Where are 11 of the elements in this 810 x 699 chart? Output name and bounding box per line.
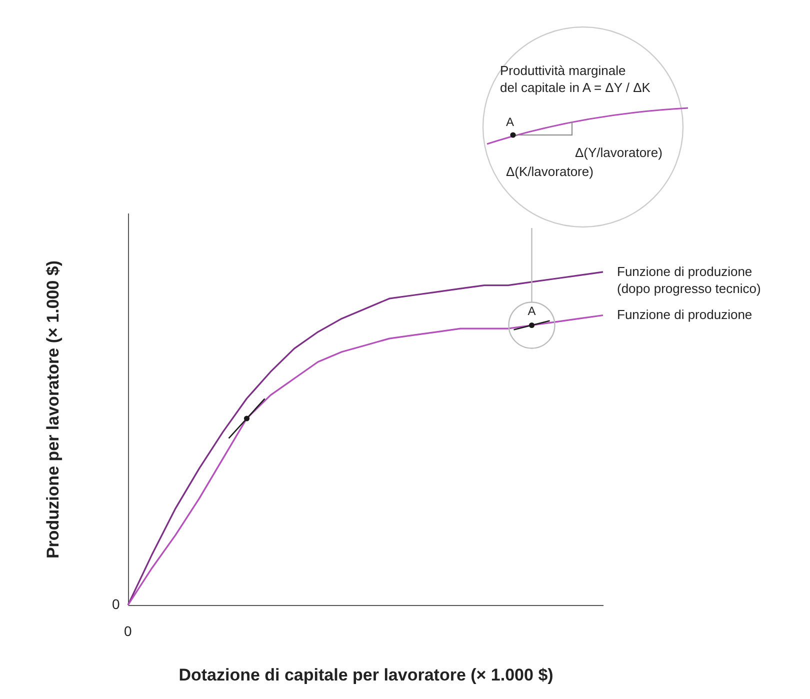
series-label: Funzione di produzione (dopo progresso tecnico) bbox=[617, 264, 761, 296]
text: 0 bbox=[124, 623, 132, 639]
text: Δ(Y/lavoratore) bbox=[575, 145, 662, 160]
y-axis-title: Produzione per lavoratore (× 1.000 $) bbox=[44, 260, 62, 559]
annotation: A bbox=[528, 304, 536, 318]
text: A bbox=[506, 115, 514, 129]
text: Δ(K/lavoratore) bbox=[506, 164, 594, 179]
text: 0 bbox=[112, 596, 120, 612]
x-axis-title: Dotazione di capitale per lavoratore (× 1.000 $) bbox=[178, 666, 554, 684]
series-label: Funzione di produzione bbox=[617, 307, 752, 322]
text: Produttività marginale del capitale in A = ΔY / ΔK bbox=[500, 63, 651, 95]
